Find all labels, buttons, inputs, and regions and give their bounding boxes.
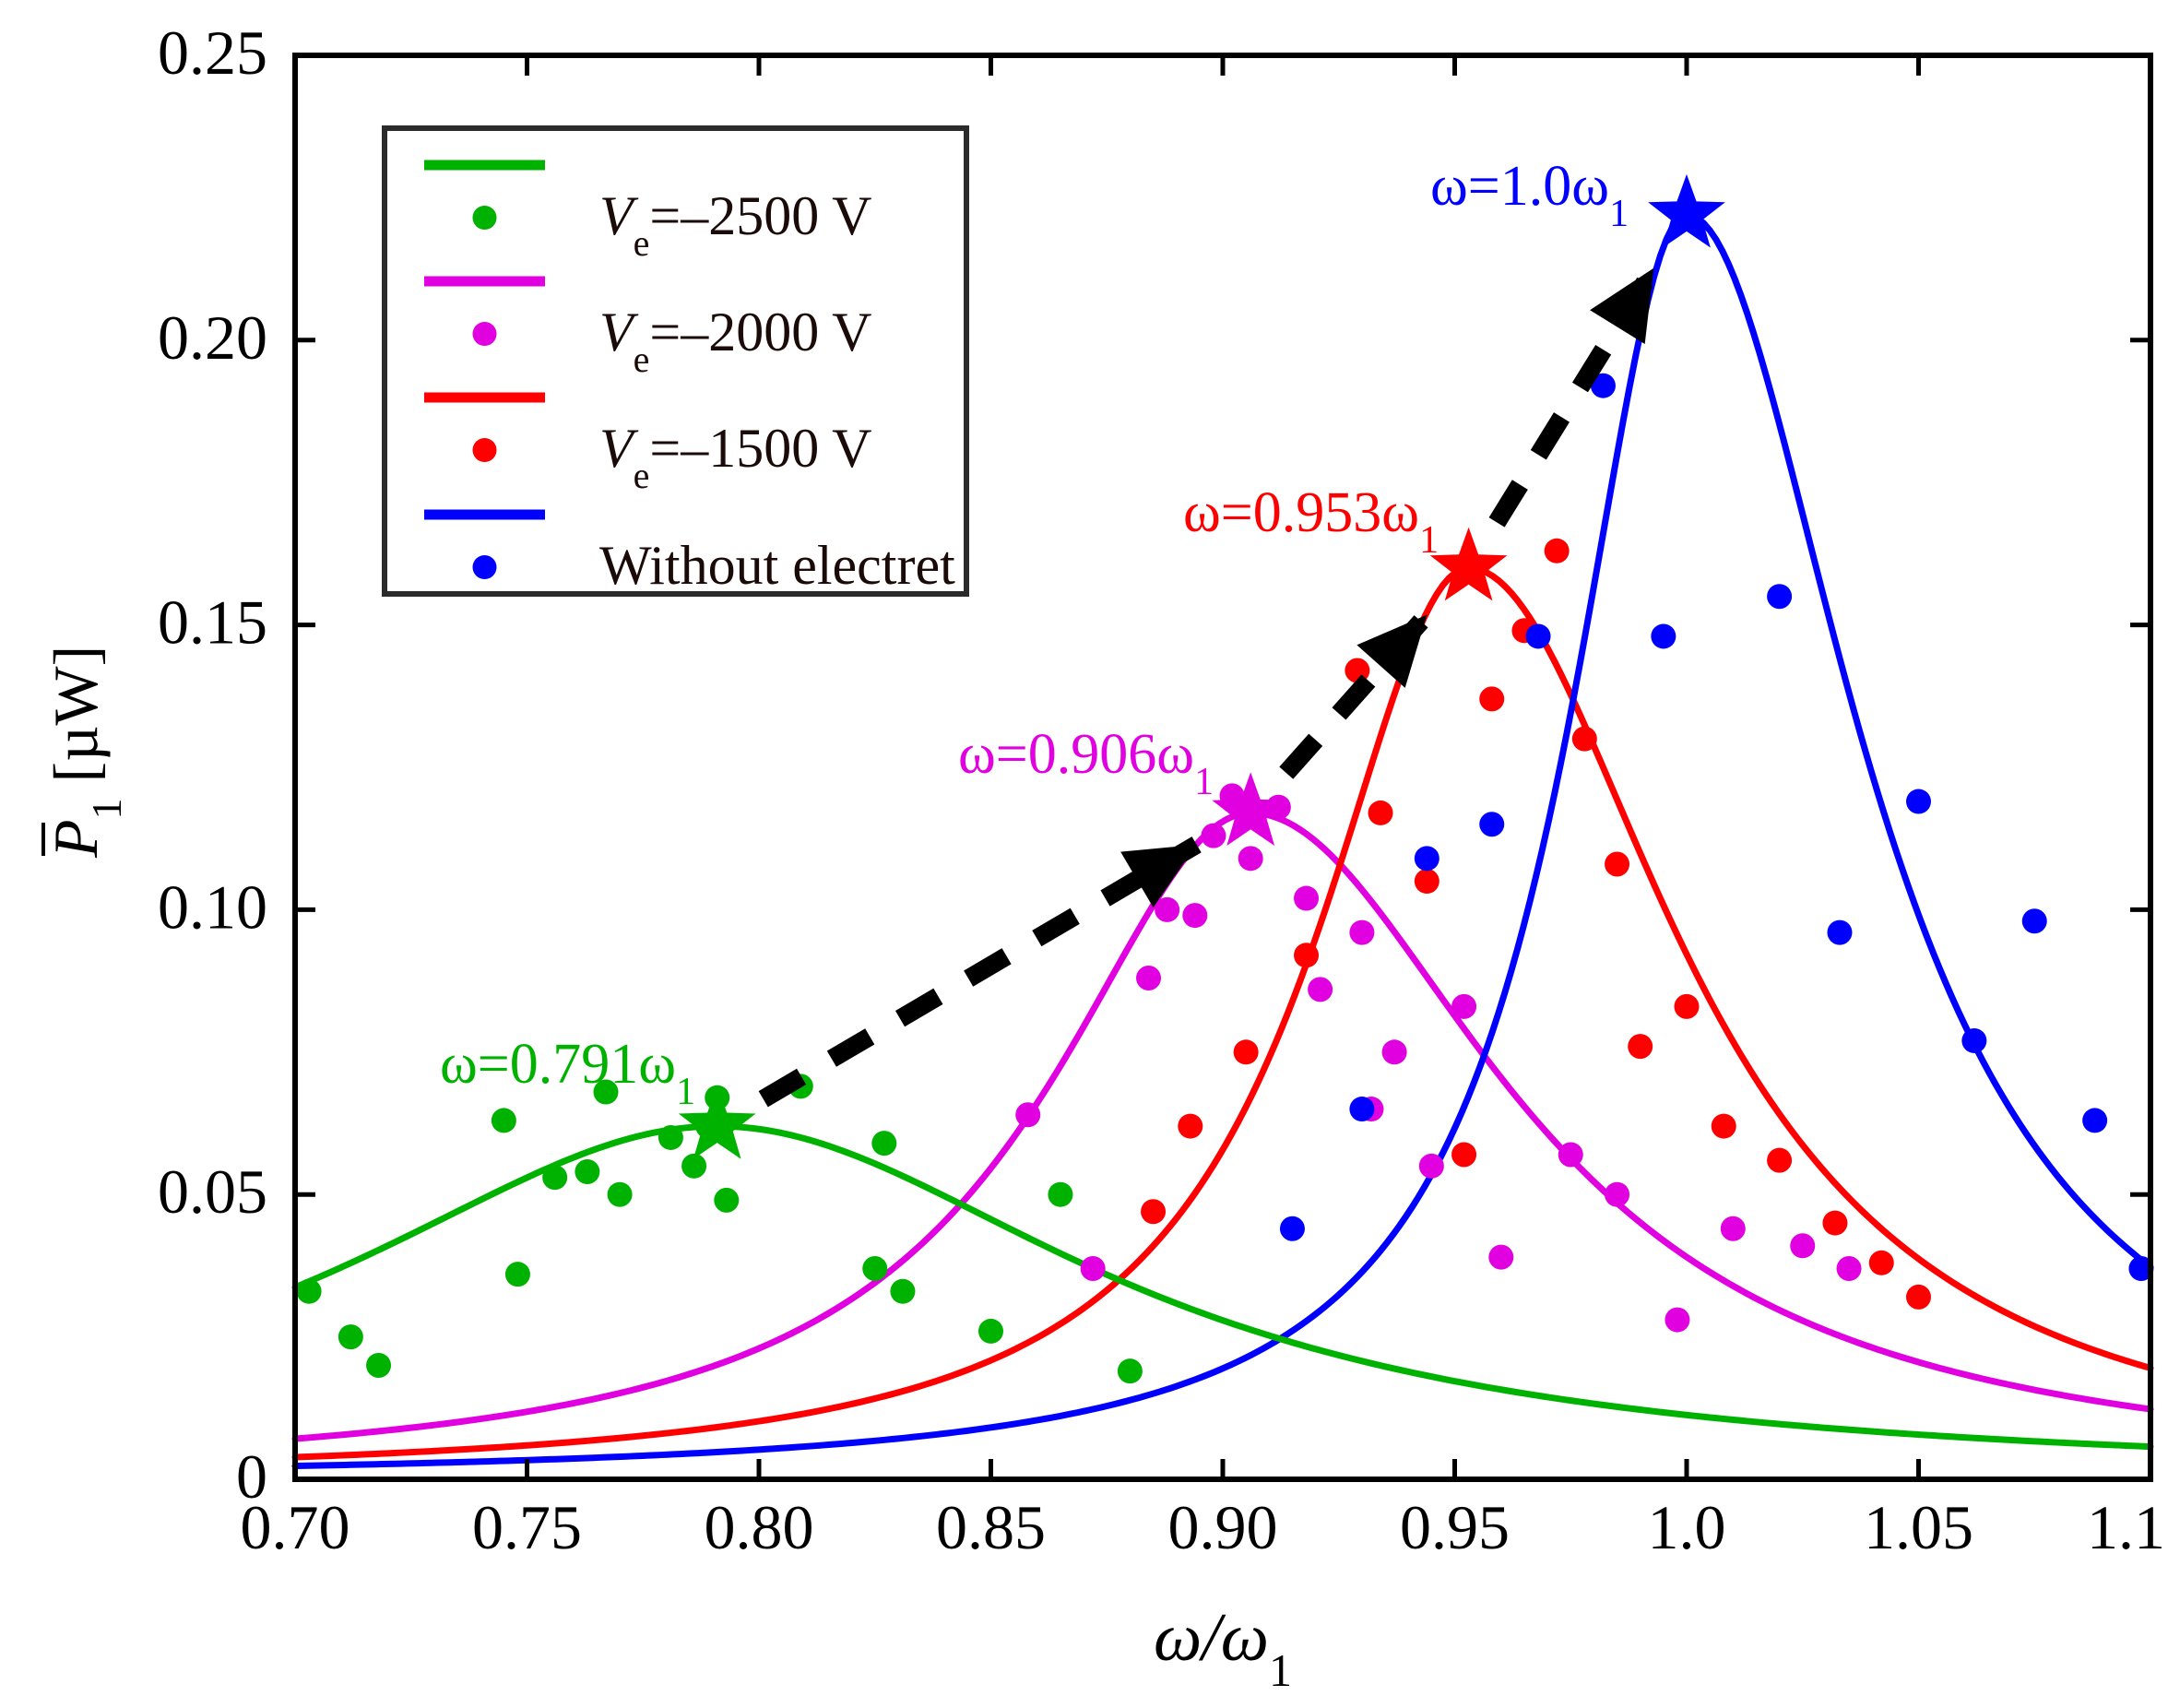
svg-text:1.05: 1.05 bbox=[1864, 1492, 1973, 1562]
svg-text:1.0: 1.0 bbox=[1648, 1492, 1726, 1562]
svg-text:0.15: 0.15 bbox=[158, 587, 267, 658]
svg-text:1.1: 1.1 bbox=[2087, 1492, 2165, 1562]
svg-text:0.75: 0.75 bbox=[472, 1492, 582, 1562]
svg-text:0.20: 0.20 bbox=[158, 302, 267, 373]
svg-text:0.90: 0.90 bbox=[1168, 1492, 1278, 1562]
svg-text:0.25: 0.25 bbox=[158, 18, 267, 88]
svg-text:0.85: 0.85 bbox=[936, 1492, 1046, 1562]
svg-text:0.10: 0.10 bbox=[158, 872, 267, 942]
svg-text:Without electret: Without electret bbox=[599, 535, 955, 596]
svg-text:0.80: 0.80 bbox=[705, 1492, 814, 1562]
svg-text:0.95: 0.95 bbox=[1400, 1492, 1510, 1562]
svg-text:0: 0 bbox=[236, 1441, 267, 1512]
svg-text:0.05: 0.05 bbox=[158, 1156, 267, 1227]
